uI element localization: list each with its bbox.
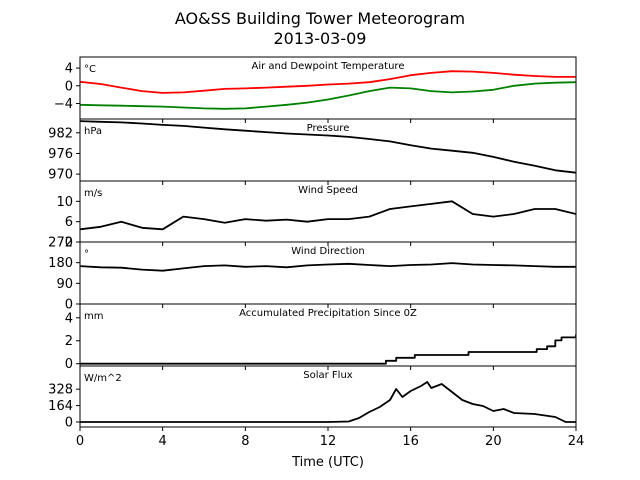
panel-unit-5: W/m^2 [84,373,122,384]
panel-title-3: Wind Direction [291,246,365,257]
panel-unit-3: ° [84,249,89,260]
y-tick-label-5-1: 164 [48,399,73,414]
panel-title-4: Accumulated Precipitation Since 0Z [239,308,417,319]
panel-title-2: Wind Speed [298,185,358,196]
panel-title-5: Solar Flux [303,370,353,381]
series-line-3-0 [80,262,576,272]
chart-title-line1: AO&SS Building Tower Meteorogram [175,9,465,28]
x-tick-label-4: 16 [402,434,419,449]
x-tick-label-1: 4 [159,434,167,449]
y-tick-label-1-2: 970 [48,168,73,183]
series-line-4-0 [80,334,576,365]
y-tick-label-0-0: 4 [65,62,73,77]
y-tick-label-0-2: −4 [54,97,73,112]
y-tick-label-1-0: 982 [48,126,73,141]
series-line-2-0 [80,200,576,231]
y-tick-label-2-2: 2 [65,236,73,251]
x-tick-label-5: 20 [485,434,502,449]
series-line-0-1 [80,81,576,110]
y-tick-label-3-2: 90 [56,277,73,292]
x-tick-label-3: 12 [320,434,337,449]
series-line-5-0 [80,381,576,423]
y-tick-label-5-0: 328 [48,383,73,398]
panel-1: 982 976 970 Pressure hPa [48,118,577,185]
panel-4: 4 2 0 Accumulated Precipitation Since 0Z mm [65,303,577,372]
y-tick-label-2-1: 6 [65,215,73,230]
panel-title-0: Air and Dewpoint Temperature [252,61,405,72]
y-tick-label-3-0: 270 [48,236,73,251]
y-tick-label-4-2: 0 [65,357,73,372]
y-tick-label-0-1: 0 [65,79,73,94]
panel-unit-1: hPa [84,126,102,137]
y-tick-label-5-2: 0 [65,416,73,431]
x-tick-label-2: 8 [241,434,249,449]
y-tick-label-4-0: 4 [65,311,73,326]
y-tick-label-3-1: 180 [48,256,73,271]
y-tick-label-2-0: 10 [56,195,73,210]
y-tick-label-3-3: 0 [65,298,73,313]
panel-0: 4 0 −4 Air and Dewpoint Temperature °C [54,56,577,123]
panel-unit-2: m/s [84,188,102,199]
series-line-0-0 [80,70,576,94]
x-tick-label-6: 24 [568,434,585,449]
panel-2: 10 6 2 Wind Speed m/s [56,180,577,251]
chart-title-line2: 2013-03-09 [274,29,367,48]
panel-unit-0: °C [84,64,96,75]
y-tick-label-4-1: 2 [65,334,73,349]
x-tick-label-0: 0 [76,434,84,449]
panel-title-1: Pressure [307,123,350,134]
x-axis-label: Time (UTC) [291,455,364,470]
panel-unit-4: mm [84,311,103,322]
panel-3: 270 180 90 0 Wind Direction ° [48,236,577,313]
y-tick-label-1-1: 976 [48,147,73,162]
series-line-1-0 [80,120,576,174]
